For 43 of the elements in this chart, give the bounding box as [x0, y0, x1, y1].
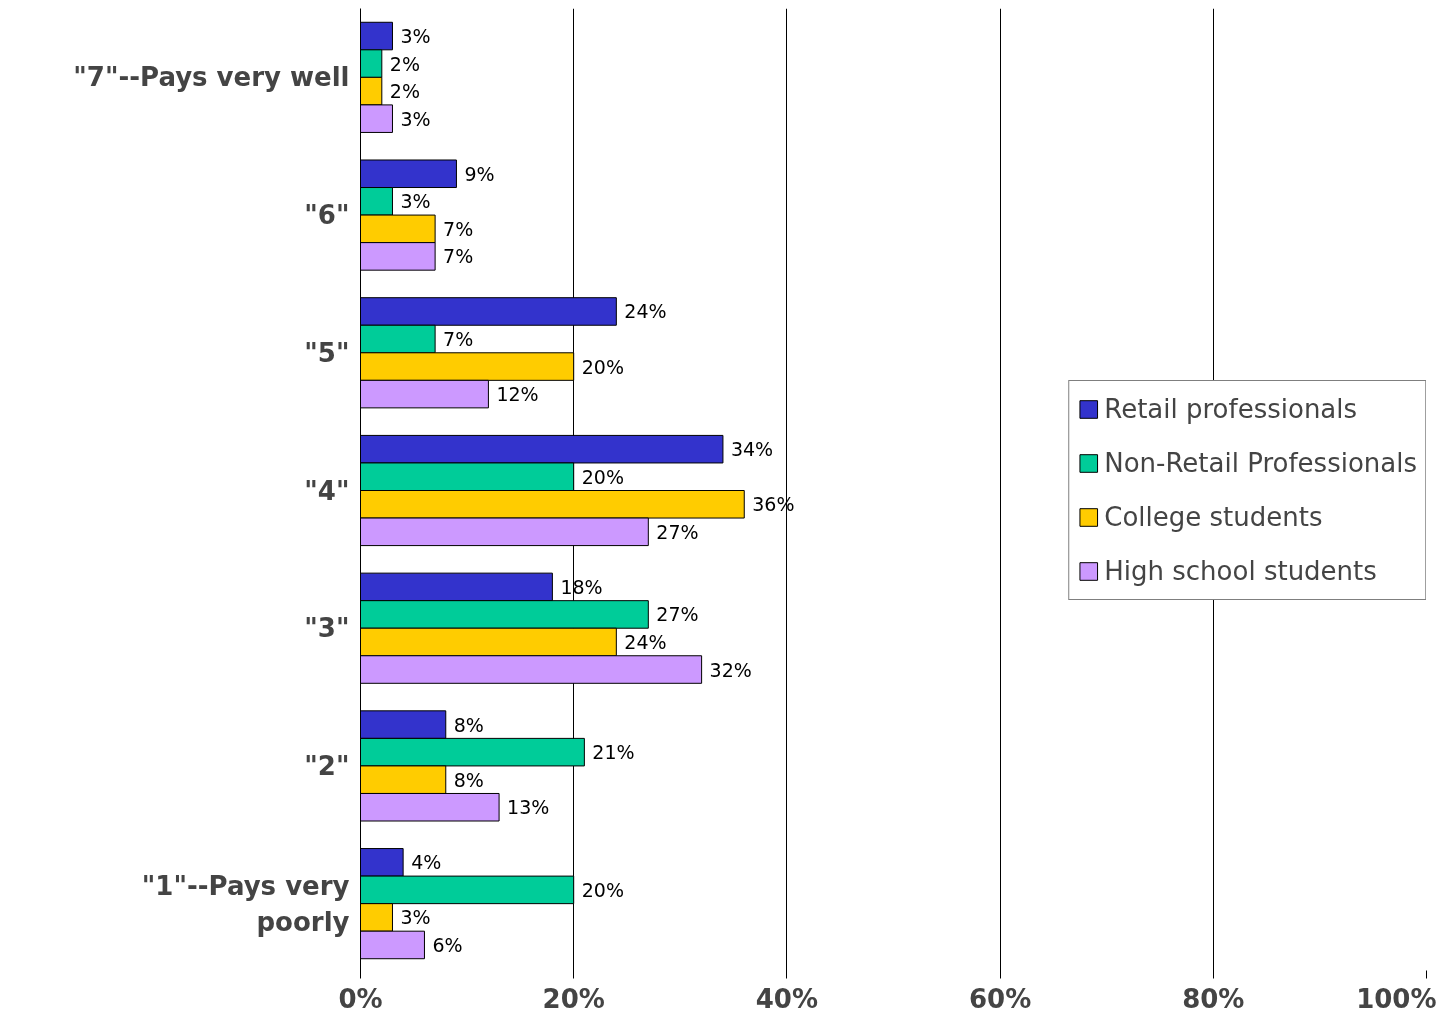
legend-label: Non-Retail Professionals [1104, 447, 1417, 480]
data-label: 12% [496, 383, 539, 406]
x-tick-label: 80% [1182, 983, 1245, 1014]
data-label: 2% [389, 80, 420, 103]
legend-label: Retail professionals [1104, 393, 1358, 426]
legend-label: College students [1104, 501, 1323, 534]
data-label: 3% [400, 906, 431, 929]
y-tick-label: "1"--Pays very poorly [141, 870, 350, 937]
data-label: 3% [400, 190, 431, 213]
y-tick-label: "7"--Pays very well [73, 62, 350, 93]
data-label: 7% [443, 217, 474, 240]
y-tick-label: "5" [304, 337, 350, 368]
data-label: 3% [400, 25, 431, 48]
data-label: 24% [624, 630, 667, 653]
y-tick-label: "6" [304, 200, 350, 231]
data-label: 27% [656, 603, 699, 626]
data-label: 20% [581, 878, 624, 901]
data-label: 8% [453, 713, 484, 736]
data-label: 24% [624, 300, 667, 323]
y-tick-label: "2" [304, 750, 350, 781]
data-label: 2% [389, 52, 420, 75]
data-label: 3% [400, 107, 431, 130]
data-label: 21% [592, 741, 635, 764]
x-tick-label: 100% [1356, 983, 1436, 1014]
x-tick-label: 0% [338, 983, 383, 1014]
data-label: 9% [464, 162, 495, 185]
data-label: 20% [581, 355, 624, 378]
data-label: 6% [432, 933, 463, 956]
data-label: 7% [443, 245, 474, 268]
data-label: 13% [507, 796, 550, 819]
y-tick-label: "4" [304, 475, 350, 506]
data-label: 27% [656, 520, 699, 543]
x-tick-label: 60% [968, 983, 1032, 1014]
data-label: 7% [443, 328, 474, 351]
x-tick-label: 40% [755, 983, 819, 1014]
data-label: 8% [453, 768, 484, 791]
data-label: 34% [730, 438, 774, 461]
y-tick-label: "3" [304, 613, 350, 644]
data-label: 20% [581, 465, 624, 488]
data-label: 32% [709, 658, 752, 681]
data-label: 4% [411, 851, 442, 874]
x-tick-label: 20% [542, 983, 605, 1014]
legend-label: High school students [1104, 555, 1377, 588]
